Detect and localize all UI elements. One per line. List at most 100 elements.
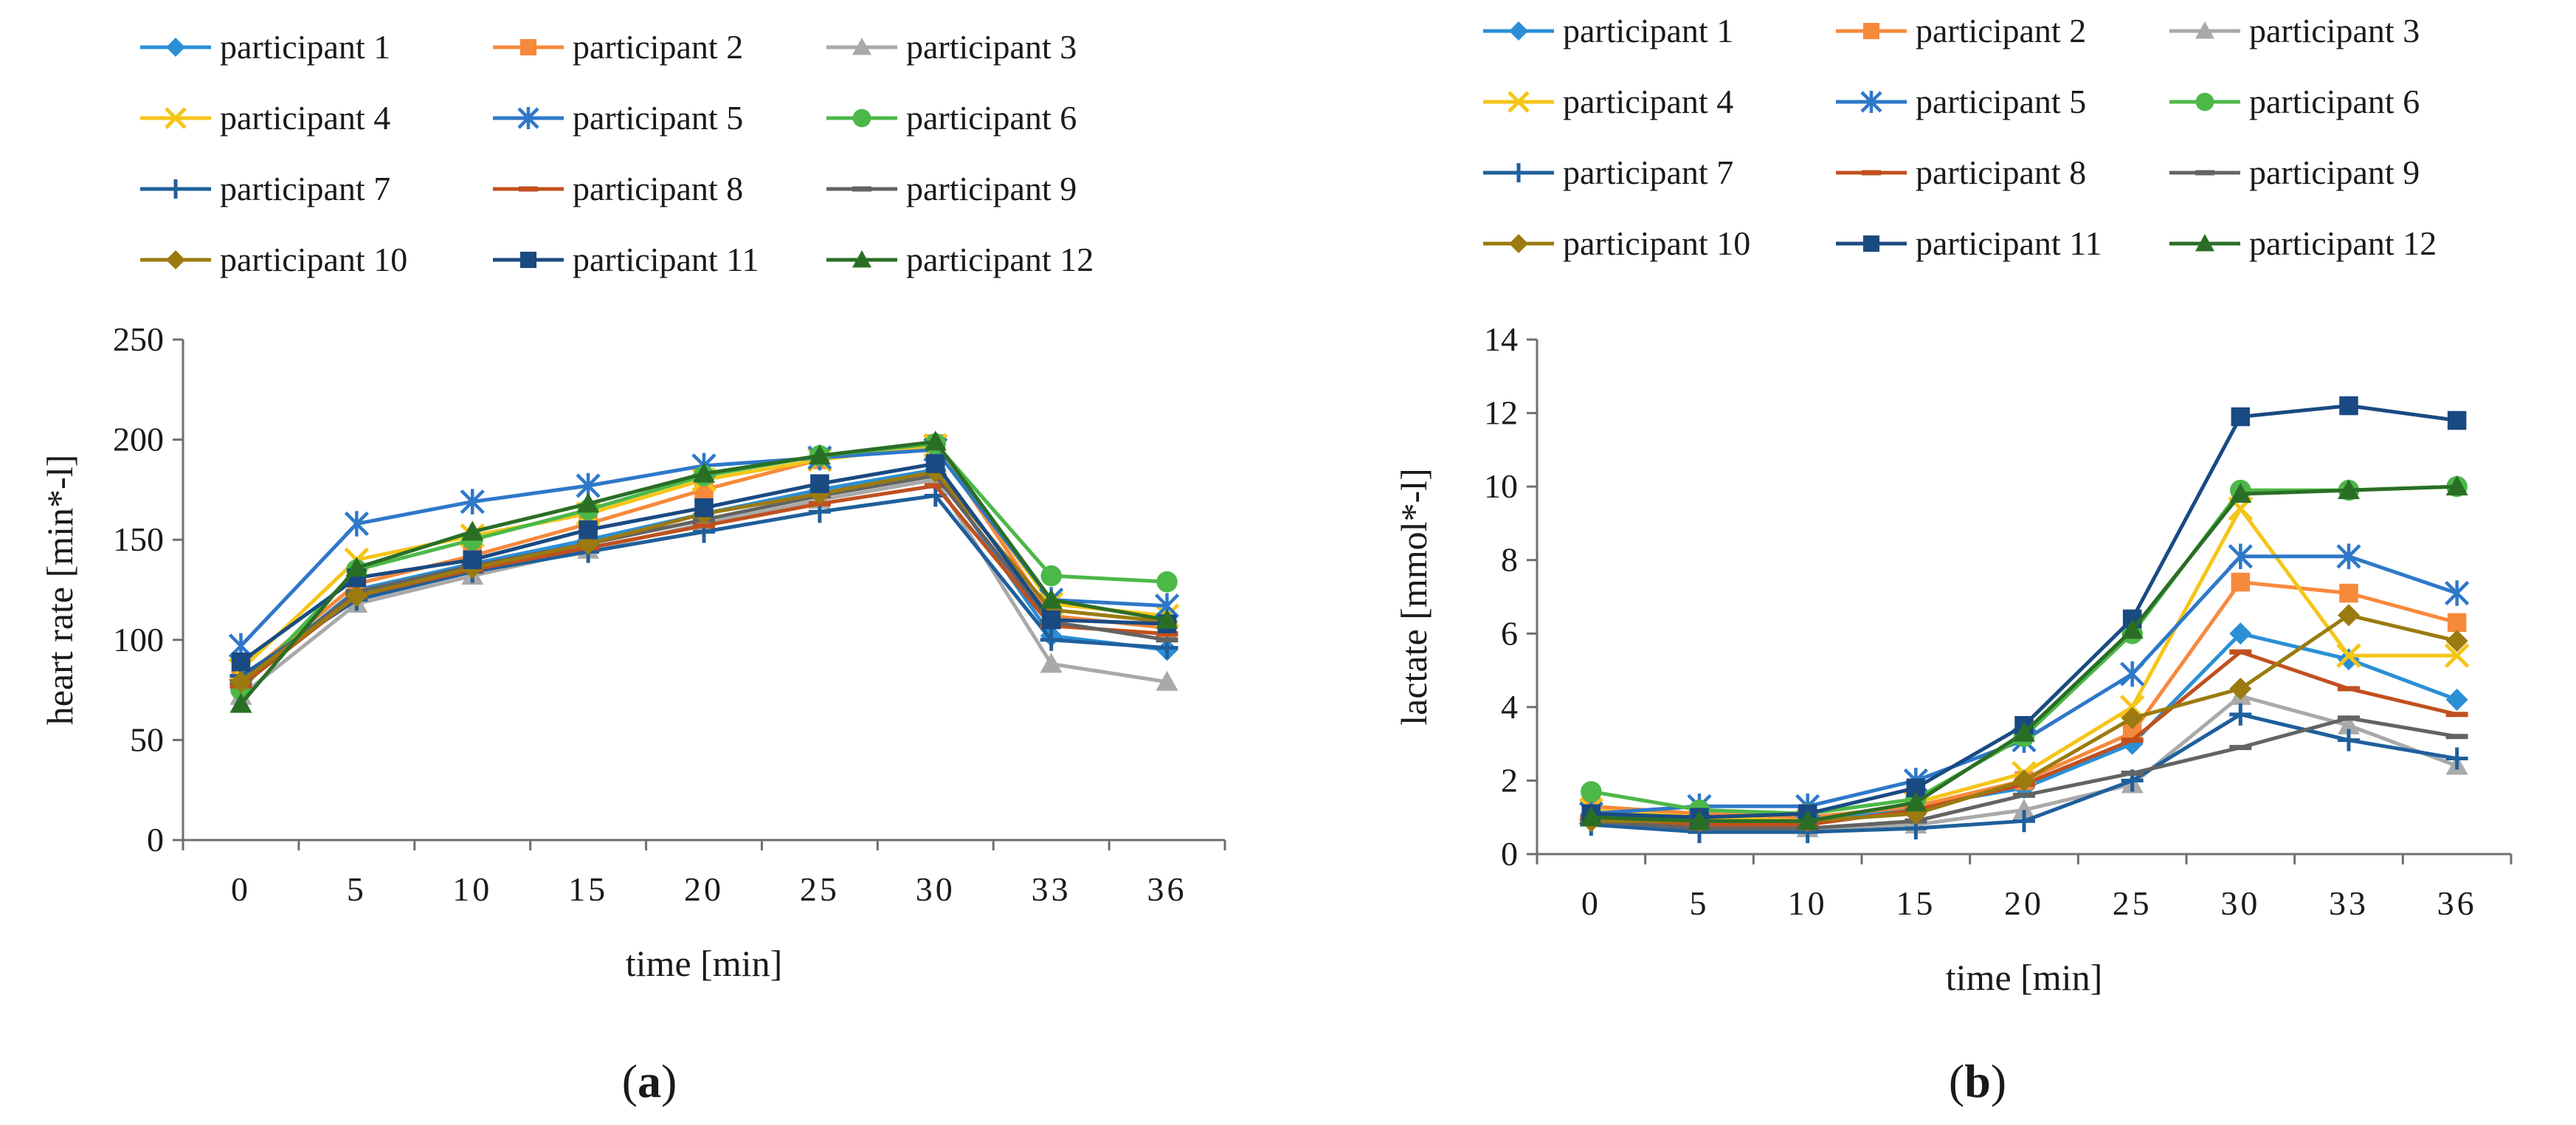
- panel-b-x-tick-label: 0: [1581, 884, 1601, 922]
- legend-label: participant 10: [1563, 224, 1750, 262]
- panel-a-data-point: [344, 511, 369, 537]
- legend-marker: [1860, 91, 1882, 113]
- panel-a-x-tick-label: 36: [1147, 870, 1187, 908]
- legend-label: participant 2: [1916, 12, 2086, 49]
- panel-b-data-point: [2338, 729, 2360, 751]
- panel-b-legend-item: participant 9: [2169, 154, 2420, 191]
- panel-b-data-point: [2229, 677, 2252, 700]
- panel-a-data-point: [463, 550, 482, 570]
- legend-label: participant 12: [2249, 224, 2437, 262]
- panel-a-x-tick-label: 15: [568, 870, 608, 908]
- legend-marker: [852, 186, 871, 192]
- legend-marker: [519, 38, 537, 56]
- legend-label: participant 5: [573, 99, 743, 137]
- legend-label: participant 1: [1563, 12, 1733, 49]
- panel-b-data-point: [2121, 706, 2144, 729]
- panel-b-data-point: [2338, 686, 2360, 692]
- panel-a-data-point: [579, 520, 598, 540]
- legend-marker: [852, 38, 871, 55]
- legend-marker: [1509, 234, 1528, 253]
- panel-b-data-point: [2339, 583, 2358, 603]
- panel-a-data-point: [1156, 670, 1178, 691]
- legend-marker: [166, 38, 185, 57]
- legend-label: participant 3: [906, 28, 1077, 66]
- panel-b-series-line: [1591, 404, 2458, 819]
- panel-a-legend-item: participant 9: [826, 170, 1077, 207]
- panel-b-legend-item: participant 5: [1836, 83, 2086, 120]
- legend-marker: [852, 250, 871, 268]
- panel-a-x-tick-label: 0: [231, 870, 251, 908]
- panel-b-legend-item: participant 12: [2169, 224, 2437, 262]
- panel-b-x-tick-label: 25: [2113, 884, 2152, 922]
- legend-marker: [852, 109, 871, 128]
- legend-marker: [1862, 22, 1880, 40]
- panel-b-legend-item: participant 6: [2169, 83, 2420, 120]
- panel-a-data-point: [1156, 571, 1178, 593]
- panel-b-data-point: [2229, 483, 2252, 503]
- panel-a-x-tick-label: 33: [1032, 870, 1071, 908]
- legend-label: participant 12: [906, 241, 1094, 278]
- panel-b-data-point: [2336, 643, 2361, 668]
- panel-b-x-tick-label: 10: [1788, 884, 1828, 922]
- panel-b-data-point: [2445, 747, 2468, 770]
- panel-a-legend-item: participant 12: [826, 241, 1094, 278]
- panel-a-data-point: [1040, 653, 1063, 673]
- legend-marker: [2195, 170, 2214, 176]
- panel-a-data-point: [1156, 608, 1178, 629]
- legend-marker: [1862, 235, 1880, 252]
- panel-b-data-point: [2228, 543, 2253, 569]
- panel-b-data-point: [1581, 781, 1602, 802]
- panel-b-legend-item: participant 4: [1483, 83, 1733, 120]
- panel-b-legend-item: participant 2: [1836, 12, 2086, 49]
- panel-a-legend-item: participant 7: [140, 170, 390, 207]
- panel-b-data-point: [2445, 712, 2468, 718]
- panel-b-data-point: [2338, 604, 2360, 627]
- legend-marker: [166, 179, 185, 199]
- legend-label: participant 5: [1916, 83, 2086, 120]
- panel-b-y-tick-label: 12: [1484, 394, 1518, 432]
- panel-b-data-point: [2445, 580, 2470, 606]
- panel-b-y-tick-label: 0: [1501, 835, 1518, 873]
- panel-b-y-tick-label: 14: [1484, 320, 1518, 358]
- panel-b-y-tick-label: 6: [1501, 614, 1518, 652]
- legend-label: participant 4: [1563, 83, 1733, 120]
- legend-marker: [517, 107, 539, 129]
- panel-b-x-axis-title: time [min]: [1946, 957, 2102, 998]
- panel-b-data-point: [2336, 543, 2361, 569]
- legend-marker: [2195, 92, 2214, 111]
- panel-a-x-axis-title: time [min]: [626, 943, 782, 984]
- panel-a-legend-item: participant 2: [493, 28, 743, 66]
- panel-a-legend-item: participant 10: [140, 241, 407, 278]
- panel-b-data-point: [2338, 479, 2360, 500]
- panel-a-data-point: [1156, 637, 1178, 643]
- panel-a-y-tick-label: 50: [130, 720, 164, 758]
- panel-a-data-point: [1040, 628, 1063, 651]
- panel-a-data-point: [694, 498, 714, 517]
- panel-a-legend-item: participant 1: [140, 28, 390, 66]
- panel-a-data-point: [231, 652, 251, 672]
- legend-label: participant 6: [906, 99, 1077, 137]
- panel-a-data-point: [924, 483, 947, 489]
- legend-marker: [165, 107, 187, 129]
- panel-b-data-point: [2013, 810, 2035, 833]
- panel-b-data-point: [2229, 622, 2252, 645]
- panel-a-data-point: [1040, 588, 1063, 609]
- panel-a-legend-item: participant 6: [826, 99, 1077, 137]
- panel-b-data-point: [1905, 791, 1927, 812]
- panel-a-data-point: [345, 557, 368, 577]
- legend-label: participant 8: [1916, 154, 2086, 191]
- panel-b-legend-item: participant 7: [1483, 154, 1733, 191]
- panel-b-x-tick-label: 33: [2329, 884, 2369, 922]
- panel-a-data-point: [926, 454, 945, 473]
- panel-b-data-point: [2231, 407, 2251, 427]
- panel-a-data-point: [810, 474, 829, 494]
- panel-b-data-point: [2231, 572, 2251, 592]
- panel-b-data-point: [2013, 769, 2035, 792]
- panel-b-data-point: [2445, 734, 2468, 740]
- legend-marker: [166, 250, 185, 269]
- panel-a-legend-item: participant 8: [493, 170, 743, 207]
- legend-marker: [519, 186, 538, 192]
- panel-b-data-point: [2013, 721, 2035, 742]
- panel-b-data-point: [2338, 648, 2360, 671]
- legend-label: participant 11: [573, 241, 759, 278]
